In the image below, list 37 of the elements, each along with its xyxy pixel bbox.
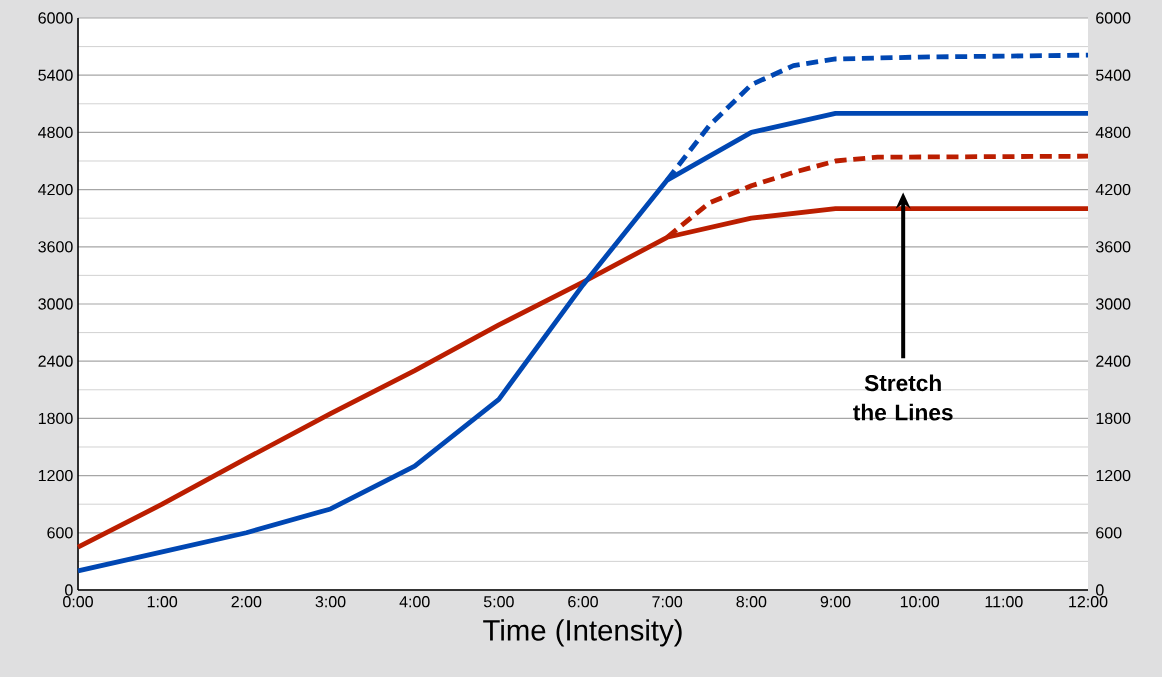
x-tick-label: 0:00 <box>63 596 93 608</box>
x-tick-label: 11:00 <box>985 596 1023 608</box>
x-tick-label: 3:00 <box>315 596 346 608</box>
x-axis-title: Time (Intensity) <box>483 619 682 647</box>
y-tick-label: 3600 <box>38 241 73 253</box>
x-tick-label: 9:00 <box>820 596 851 608</box>
y-tick-label: 600 <box>47 527 73 539</box>
x-tick-label: 6:00 <box>568 596 598 608</box>
y2-tick-label: 3600 <box>1096 241 1131 253</box>
y-tick-label: 1800 <box>38 412 73 425</box>
y-tick-label: 3000 <box>38 298 73 310</box>
annotation: Stretch the Lines <box>853 374 953 421</box>
x-tick-label: 8:00 <box>736 596 767 608</box>
y-tick-label: 0 <box>65 584 73 596</box>
y2-tick-label: 1200 <box>1096 469 1131 482</box>
y2-tick-label: 5400 <box>1096 69 1131 81</box>
y2-tick-label: 4200 <box>1095 183 1131 196</box>
y-tick-label: 4200 <box>38 183 73 196</box>
x-tick-label: 2:00 <box>231 596 262 608</box>
y2-tick-label: 600 <box>1096 527 1122 539</box>
y2-tick-label: 1800 <box>1096 412 1131 425</box>
y-tick-label: 5400 <box>38 69 73 81</box>
y2-tick-label: 6000 <box>1096 12 1131 24</box>
x-tick-label: 1:00 <box>147 596 178 608</box>
y2-tick-label: 2400 <box>1096 355 1131 367</box>
x-tick-label: 4:00 <box>399 596 430 608</box>
y2-tick-label: 4800 <box>1095 126 1131 139</box>
y2-tick-label: 0 <box>1096 584 1104 596</box>
x-tick-label: 5:00 <box>483 596 514 608</box>
y-tick-label: 1200 <box>38 469 73 482</box>
y-tick-label: 2400 <box>38 355 73 367</box>
y2-tick-label: 3000 <box>1096 298 1131 310</box>
x-tick-label: 12:00 <box>1069 596 1108 608</box>
x-tick-label: 10:00 <box>900 596 940 608</box>
y-tick-label: 6000 <box>38 12 73 24</box>
x-tick-label: 7:00 <box>652 596 683 608</box>
y-tick-label: 4800 <box>38 126 73 139</box>
